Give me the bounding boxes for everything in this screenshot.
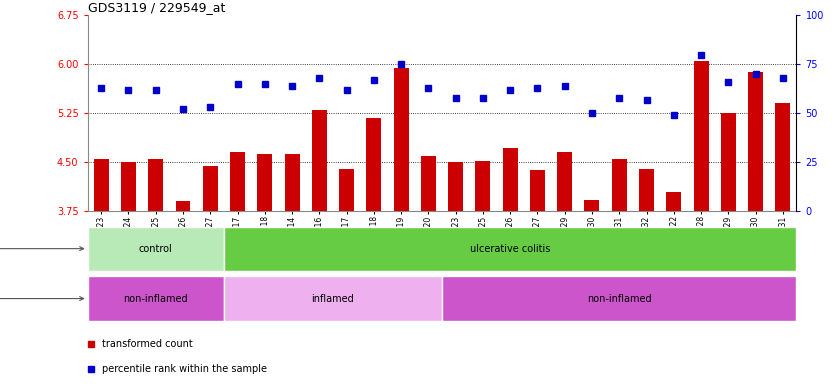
- Bar: [88, 227, 224, 271]
- Text: specimen: specimen: [0, 293, 83, 304]
- Bar: [312, 110, 327, 211]
- Text: ulcerative colitis: ulcerative colitis: [470, 243, 550, 254]
- Bar: [394, 68, 409, 211]
- Text: non-inflamed: non-inflamed: [123, 293, 188, 304]
- Bar: [224, 227, 796, 271]
- Text: GDS3119 / 229549_at: GDS3119 / 229549_at: [88, 1, 225, 14]
- Bar: [612, 159, 626, 211]
- Text: non-inflamed: non-inflamed: [587, 293, 651, 304]
- Bar: [694, 61, 709, 211]
- Bar: [530, 170, 545, 211]
- Bar: [475, 161, 490, 211]
- Bar: [448, 162, 463, 211]
- Bar: [88, 276, 224, 321]
- Bar: [93, 159, 108, 211]
- Bar: [666, 192, 681, 211]
- Text: disease state: disease state: [0, 243, 83, 254]
- Bar: [421, 156, 436, 211]
- Bar: [639, 169, 654, 211]
- Bar: [776, 104, 791, 211]
- Bar: [203, 166, 218, 211]
- Bar: [585, 200, 600, 211]
- Bar: [148, 159, 163, 211]
- Bar: [557, 152, 572, 211]
- Bar: [258, 154, 272, 211]
- Bar: [503, 148, 518, 211]
- Bar: [748, 72, 763, 211]
- Bar: [442, 276, 796, 321]
- Text: transformed count: transformed count: [102, 339, 193, 349]
- Text: control: control: [138, 243, 173, 254]
- Text: percentile rank within the sample: percentile rank within the sample: [102, 364, 267, 374]
- Bar: [366, 118, 381, 211]
- Bar: [121, 162, 136, 211]
- Bar: [230, 152, 245, 211]
- Bar: [339, 169, 354, 211]
- Bar: [175, 201, 190, 211]
- Bar: [224, 276, 442, 321]
- Bar: [284, 154, 299, 211]
- Bar: [721, 113, 736, 211]
- Text: inflamed: inflamed: [312, 293, 354, 304]
